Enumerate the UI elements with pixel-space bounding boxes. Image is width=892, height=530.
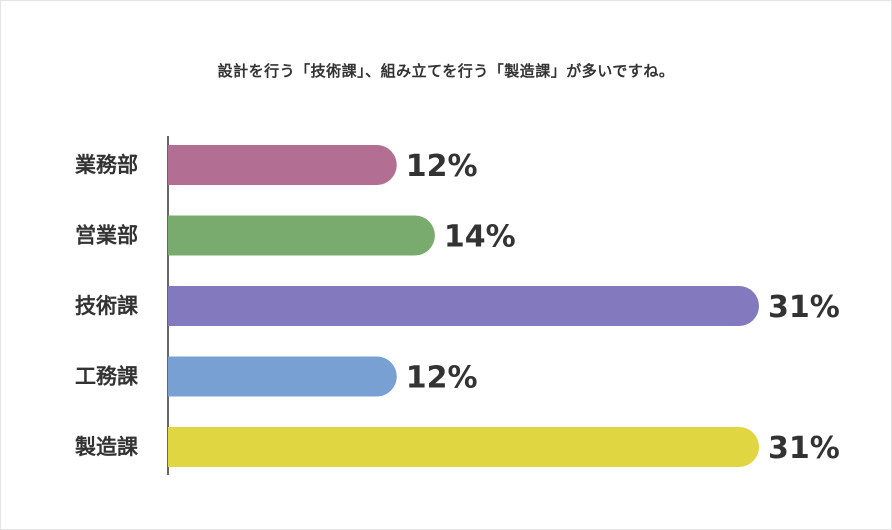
bar — [168, 427, 759, 467]
category-label: 営業部 — [75, 224, 138, 248]
value-label: 12% — [406, 149, 478, 184]
bar — [168, 286, 759, 326]
bar — [168, 145, 397, 185]
bar — [168, 356, 397, 397]
category-label: 工務課 — [75, 365, 139, 389]
category-label: 技術課 — [75, 294, 139, 318]
value-label: 31% — [768, 431, 840, 466]
bar — [168, 215, 435, 256]
category-label: 製造課 — [74, 435, 139, 459]
value-label: 31% — [768, 290, 840, 325]
value-label: 14% — [444, 220, 516, 255]
category-label: 業務部 — [75, 153, 138, 177]
chart-title: 設計を行う「技術課」、組み立てを行う「製造課」が多いですね。 — [217, 62, 675, 80]
value-label: 12% — [406, 361, 478, 396]
